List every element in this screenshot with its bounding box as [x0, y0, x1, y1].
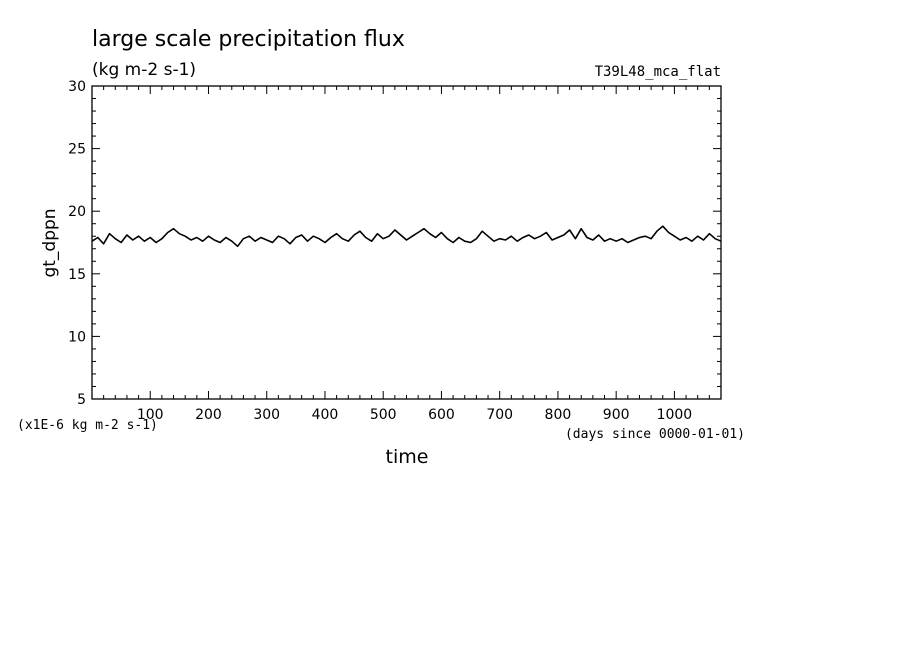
chart-subtitle: (kg m-2 s-1): [92, 60, 196, 80]
y-tick-label: 5: [77, 392, 86, 408]
y-tick-labels: 5 10 15 20 25 30: [68, 79, 86, 408]
run-label: T39L48_mca_flat: [595, 64, 721, 80]
y-tick-label: 15: [68, 267, 86, 283]
x-tick-label: 100: [137, 407, 164, 423]
x-tick-labels: 100 200 300 400 500 600 700 800 900 1000: [137, 407, 692, 423]
y-tick-label: 10: [68, 329, 86, 345]
y-axis-units: (x1E-6 kg m-2 s-1): [17, 418, 158, 433]
x-tick-label: 1000: [657, 407, 693, 423]
x-tick-label: 400: [312, 407, 339, 423]
series-line: [91, 225, 722, 248]
y-tick-label: 25: [68, 142, 86, 158]
axis-ticks: [92, 85, 721, 400]
x-tick-label: 600: [428, 407, 455, 423]
y-axis-label: gt_dppn: [40, 208, 60, 277]
x-tick-label: 500: [370, 407, 397, 423]
x-axis-units: (days since 0000-01-01): [565, 427, 745, 442]
x-tick-label: 800: [545, 407, 572, 423]
x-tick-label: 200: [195, 407, 222, 423]
chart-title: large scale precipitation flux: [92, 27, 405, 52]
y-tick-label: 30: [68, 79, 86, 95]
x-tick-label: 900: [603, 407, 630, 423]
x-tick-label: 300: [253, 407, 280, 423]
y-tick-label: 20: [68, 204, 86, 220]
x-tick-label: 700: [486, 407, 513, 423]
series-group: [91, 225, 722, 248]
x-axis-label: time: [386, 446, 429, 468]
